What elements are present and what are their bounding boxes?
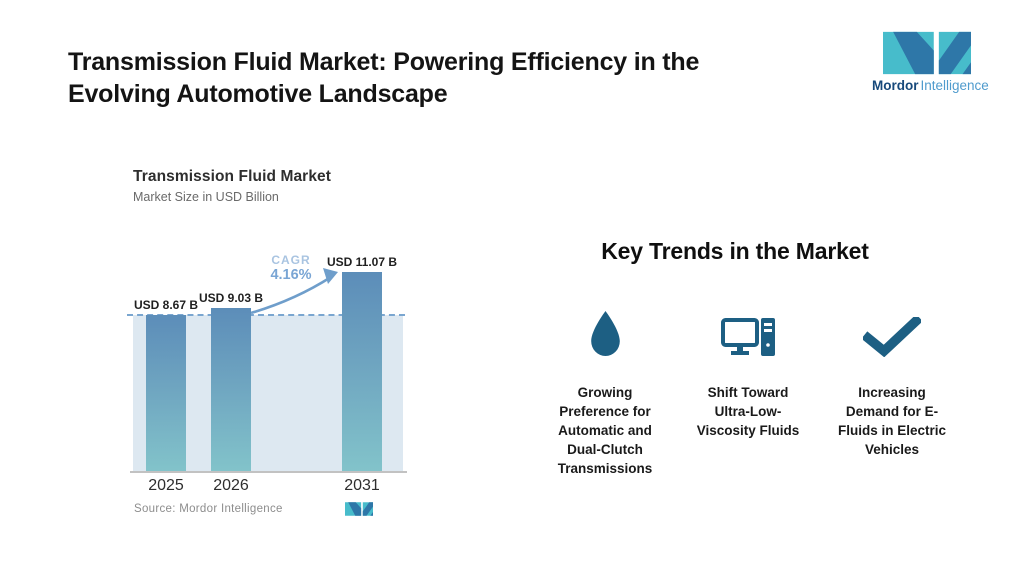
x-axis-line [130, 471, 407, 473]
cagr-annotation: CAGR 4.16% [246, 253, 336, 283]
page-title: Transmission Fluid Market: Powering Effi… [68, 48, 700, 108]
brand-name-bold: Mordor [872, 78, 919, 93]
brand-logo: Mordor Intelligence [872, 31, 989, 93]
bar-2026 [211, 308, 251, 471]
trend-columns: Growing Preference for Automatic and Dua… [500, 305, 970, 545]
mordor-logo-icon-small [345, 502, 373, 516]
desktop-computer-icon [721, 318, 775, 356]
bar-value-label: USD 9.03 B [198, 291, 264, 305]
chart-subtitle: Market Size in USD Billion [133, 190, 279, 204]
checkmark-icon [863, 317, 921, 357]
mordor-logo-icon [883, 31, 971, 75]
cagr-value: 4.16% [270, 267, 312, 283]
source-text: Source: Mordor Intelligence [134, 503, 283, 515]
bar-2025 [146, 315, 186, 471]
trend-item-efluids: Increasing Demand for E- Fluids in Elect… [817, 305, 967, 459]
bar-value-label: USD 11.07 B [326, 255, 398, 269]
bar-value-label: USD 8.67 B [133, 298, 199, 312]
bar-2031 [342, 272, 382, 471]
chart-source-row: Source: Mordor Intelligence [133, 501, 378, 519]
baseline-dashed-line [127, 314, 405, 316]
trend-item-viscosity: Shift Toward Ultra-Low- Viscosity Fluids [673, 305, 823, 440]
droplet-icon [590, 311, 620, 356]
x-axis-label: 2026 [213, 477, 249, 494]
trend-label: Growing Preference for Automatic and Dua… [557, 385, 653, 476]
key-trends-section: Key Trends in the Market Growing Prefere… [500, 238, 970, 545]
trend-label: Shift Toward Ultra-Low- Viscosity Fluids [696, 385, 800, 438]
chart-title: Transmission Fluid Market [133, 168, 332, 185]
trends-heading: Key Trends in the Market [601, 238, 869, 264]
trend-label: Increasing Demand for E- Fluids in Elect… [837, 385, 947, 457]
x-axis-label: 2031 [344, 477, 380, 494]
brand-name: Mordor Intelligence [872, 78, 989, 93]
chart-plot-area: CAGR 4.16% USD 8.67 B 2025 USD 9.03 B 2026 U… [127, 230, 407, 494]
cagr-label: CAGR [271, 253, 311, 267]
x-axis-label: 2025 [148, 477, 184, 494]
market-size-chart: Transmission Fluid Market Market Size in… [127, 168, 407, 516]
brand-name-light: Intelligence [920, 78, 989, 93]
growth-arrow-icon [250, 268, 338, 315]
trend-item-transmissions: Growing Preference for Automatic and Dua… [530, 305, 680, 478]
